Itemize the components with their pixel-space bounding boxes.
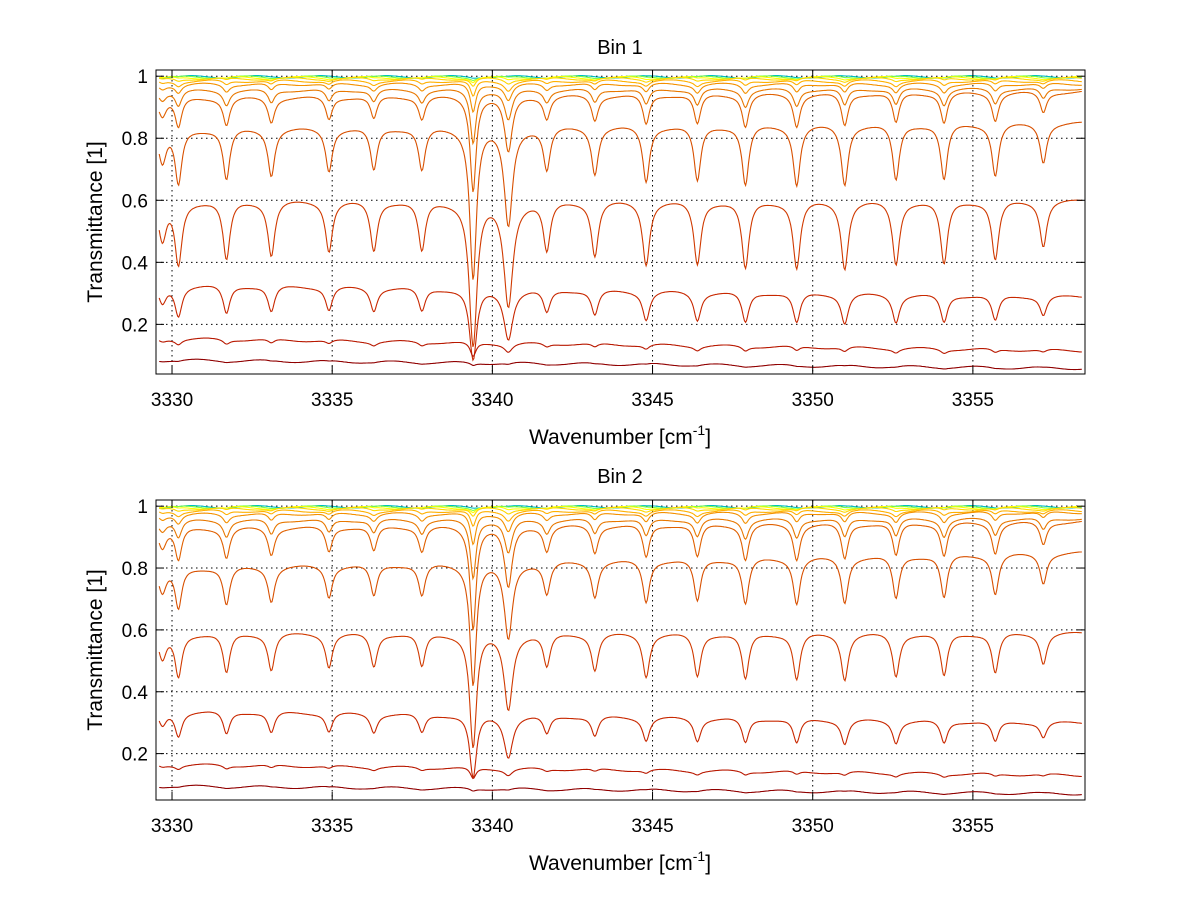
x-tick-label: 3345: [631, 390, 673, 411]
y-tick-label: 1: [137, 497, 148, 518]
x-tick-label: 3355: [952, 816, 994, 837]
y-tick-label: 0.8: [122, 559, 148, 580]
series-line: [158, 285, 1082, 362]
x-tick-label: 3340: [471, 390, 513, 411]
x-tick-label: 3340: [471, 816, 513, 837]
series-line: [159, 358, 1082, 371]
y-tick-label: 0.6: [122, 191, 148, 212]
series-line: [158, 511, 1082, 546]
y-tick-label: 0.2: [122, 745, 148, 766]
chart-panel-bin-2: 3330 3335 3340 3345 3350 3355 0.2 0.4 0.6 0.8 1 Bi…: [84, 466, 1086, 875]
chart-title: Bin 2: [597, 466, 643, 488]
plot-area: [155, 499, 1086, 801]
grid: [156, 500, 1085, 800]
x-tick-label: 3330: [151, 390, 193, 411]
x-axis-label: Wavenumber [cm-1]: [529, 422, 711, 449]
series-line: [158, 517, 1082, 581]
x-tick-label: 3350: [792, 816, 834, 837]
ticks: 3330 3335 3340 3345 3350 3355 0.2 0.4 0.6 0.8 1: [122, 497, 1085, 837]
x-tick-label: 3345: [631, 816, 673, 837]
series-line: [158, 199, 1082, 347]
series-line: [158, 711, 1082, 780]
series-line: [158, 87, 1082, 146]
series-line: [158, 121, 1082, 280]
chart-panel-bin-1: 3330 3335 3340 3345 3350 3355 0.2 0.4 0.6 0.8 1 Bi…: [84, 37, 1086, 449]
series-line: [159, 784, 1082, 796]
series-line: [159, 506, 1082, 517]
series-line: [158, 763, 1082, 780]
chart-title: Bin 1: [597, 37, 643, 59]
ticks: 3330 3335 3340 3345 3350 3355 0.2 0.4 0.6 0.8 1: [122, 67, 1085, 411]
series-line: [158, 337, 1082, 358]
x-axis-label: Wavenumber [cm-1]: [529, 848, 711, 875]
series-lines: [158, 505, 1082, 796]
y-tick-label: 1: [137, 67, 148, 88]
series-line: [158, 90, 1082, 193]
x-tick-label: 3355: [952, 390, 994, 411]
y-tick-label: 0.4: [122, 253, 149, 274]
y-tick-label: 0.6: [122, 621, 148, 642]
series-line: [158, 79, 1082, 97]
series-lines: [158, 75, 1082, 371]
x-tick-label: 3335: [311, 816, 353, 837]
series-line: [158, 82, 1082, 114]
y-tick-label: 0.8: [122, 129, 148, 150]
y-axis-label: Transmittance [1]: [84, 569, 107, 730]
y-tick-label: 0.2: [122, 315, 148, 336]
series-line: [158, 551, 1082, 686]
x-tick-label: 3350: [792, 390, 834, 411]
series-line: [159, 76, 1082, 87]
series-line: [158, 520, 1082, 631]
x-tick-label: 3330: [151, 816, 193, 837]
axes-frame: [155, 69, 1086, 375]
series-line: [158, 509, 1082, 527]
y-axis-label: Transmittance [1]: [84, 141, 107, 302]
axes-frame: [155, 499, 1086, 801]
series-line: [158, 631, 1082, 749]
grid: [156, 70, 1085, 374]
plot-area: [155, 69, 1086, 375]
y-tick-label: 0.4: [122, 683, 149, 704]
x-tick-label: 3335: [311, 390, 353, 411]
